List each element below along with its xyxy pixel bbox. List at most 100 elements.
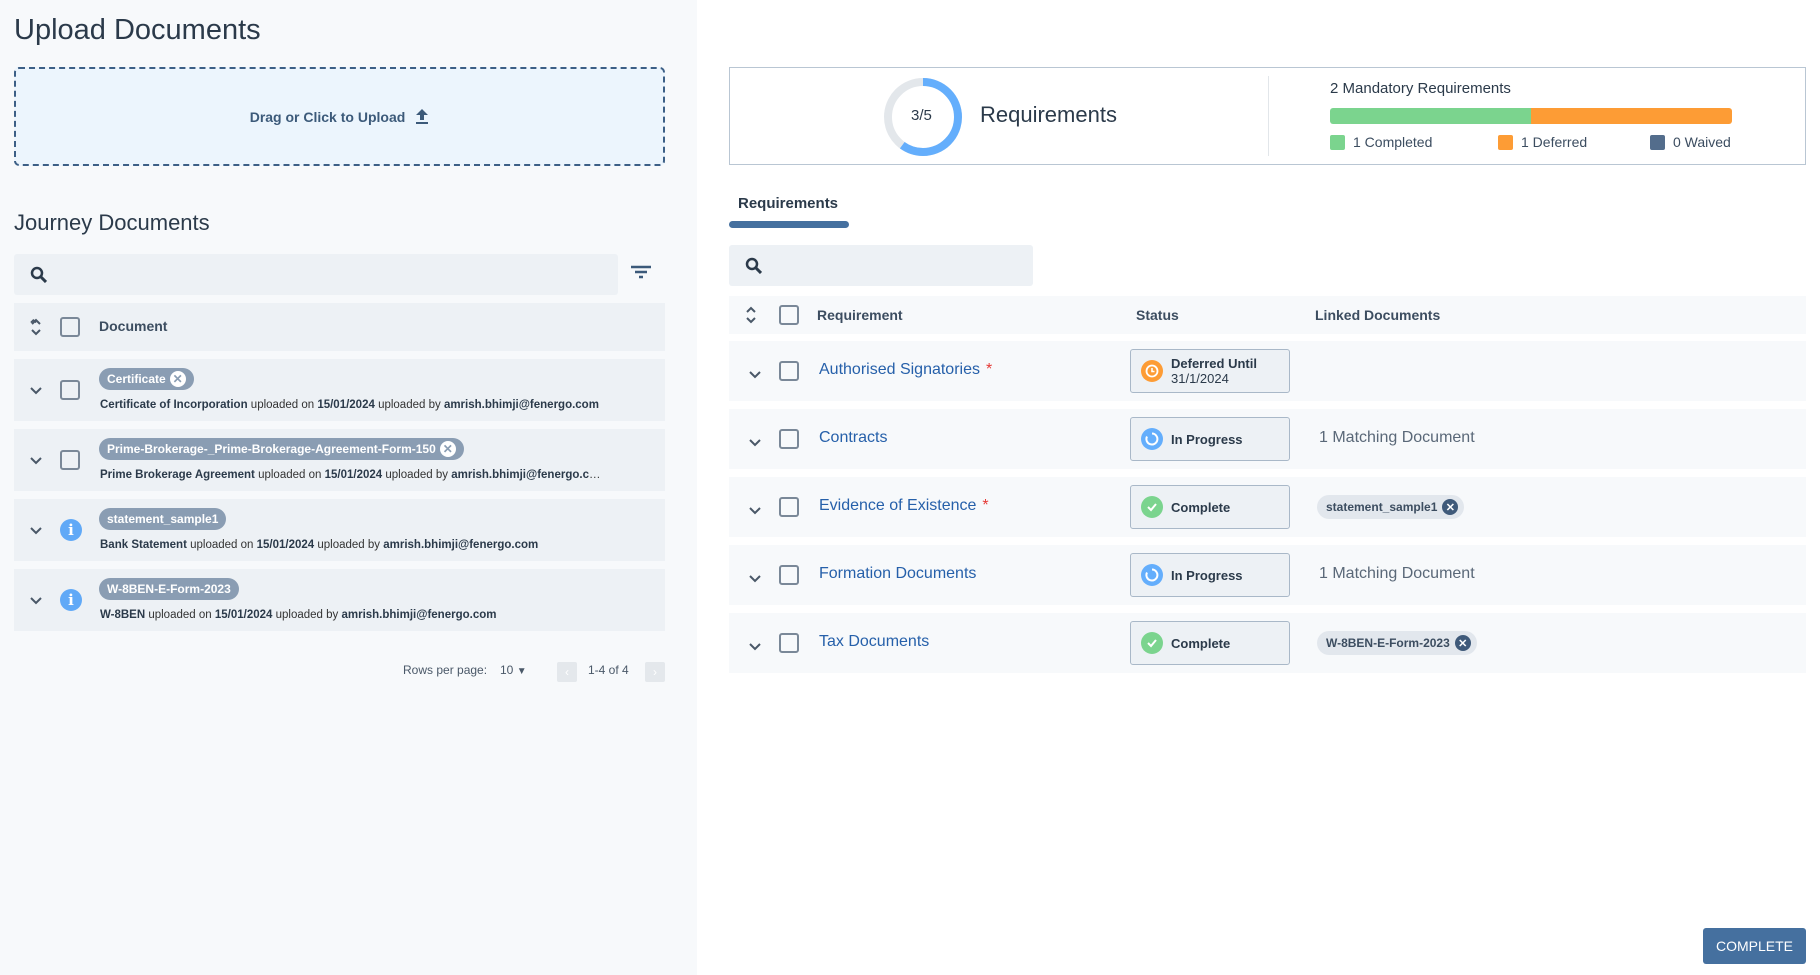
status-badge[interactable]: Complete xyxy=(1130,485,1290,529)
status-badge[interactable]: In Progress xyxy=(1130,553,1290,597)
requirement-name-link[interactable]: Authorised Signatories * xyxy=(819,361,993,378)
document-tag: Certificate ✕ xyxy=(99,368,194,390)
check-circle-icon xyxy=(1141,496,1163,518)
next-page-button[interactable]: › xyxy=(645,662,665,682)
requirement-name-link[interactable]: Formation Documents xyxy=(819,565,977,582)
unlink-icon[interactable]: ✕ xyxy=(1454,635,1471,651)
sort-icon[interactable] xyxy=(30,318,42,336)
upload-panel: Upload Documents Drag or Click to Upload… xyxy=(0,0,697,975)
row-checkbox[interactable] xyxy=(779,361,799,381)
document-row: i W-8BEN-E-Form-2023 W-8BEN uploaded on … xyxy=(14,569,665,631)
search-icon xyxy=(30,266,47,283)
unlink-icon[interactable]: ✕ xyxy=(1442,499,1459,515)
status-badge[interactable]: Complete xyxy=(1130,621,1290,665)
mandatory-count: 2 Mandatory Requirements xyxy=(1330,80,1511,97)
caret-down-icon: ▼ xyxy=(516,666,527,677)
progress-ring xyxy=(884,78,962,156)
info-icon: i xyxy=(60,519,82,541)
requirement-name-link[interactable]: Contracts xyxy=(819,429,888,446)
requirement-name-link[interactable]: Evidence of Existence * xyxy=(819,497,989,514)
select-all-checkbox[interactable] xyxy=(779,305,799,325)
clock-icon xyxy=(1141,360,1163,382)
mandatory-indicator: * xyxy=(982,497,989,514)
requirement-name-link[interactable]: Tax Documents xyxy=(819,633,930,650)
document-tag: W-8BEN-E-Form-2023 xyxy=(99,578,239,600)
document-description: Bank Statement uploaded on 15/01/2024 up… xyxy=(100,539,539,551)
rows-per-page-select[interactable]: 10 ▼ xyxy=(500,663,527,677)
prev-page-button[interactable]: ‹ xyxy=(557,662,577,682)
page-title: Upload Documents xyxy=(14,14,261,46)
deferred-segment xyxy=(1531,108,1732,124)
mandatory-indicator: * xyxy=(985,361,993,378)
active-tab-indicator xyxy=(729,221,849,228)
requirement-row: Formation Documents In Progress 1 Matchi… xyxy=(729,545,1806,605)
row-checkbox[interactable] xyxy=(60,450,80,470)
select-all-checkbox[interactable] xyxy=(60,317,80,337)
matching-documents-link[interactable]: 1 Matching Document xyxy=(1319,429,1475,446)
divider xyxy=(1268,76,1269,156)
linked-document-tag: statement_sample1 ✕ xyxy=(1317,495,1465,519)
row-checkbox[interactable] xyxy=(779,497,799,517)
expand-chevron-icon[interactable] xyxy=(749,571,761,586)
document-row: i statement_sample1 Bank Statement uploa… xyxy=(14,499,665,561)
search-icon xyxy=(745,257,762,274)
info-icon: i xyxy=(60,589,82,611)
document-row: Certificate ✕ Certificate of Incorporatio… xyxy=(14,359,665,421)
requirement-row: Tax Documents Complete W-8BEN-E-Form-202… xyxy=(729,613,1806,673)
document-tag: Prime-Brokerage-_Prime-Brokerage-Agreeme… xyxy=(99,438,464,460)
filter-icon[interactable] xyxy=(630,264,652,280)
journey-documents-title: Journey Documents xyxy=(14,210,210,235)
status-badge[interactable]: Deferred Until 31/1/2024 xyxy=(1130,349,1290,393)
expand-chevron-icon[interactable] xyxy=(749,435,761,450)
document-description: Certificate of Incorporation uploaded on… xyxy=(100,399,599,411)
rows-per-page-label: Rows per page: xyxy=(403,663,488,677)
rows-per-page-value: 10 xyxy=(500,663,514,677)
remove-tag-icon[interactable]: ✕ xyxy=(439,441,456,457)
column-status: Status xyxy=(1136,307,1179,323)
upload-icon xyxy=(416,108,429,124)
expand-chevron-icon[interactable] xyxy=(749,367,761,382)
expand-chevron-icon[interactable] xyxy=(30,453,42,468)
legend-deferred: 1 Deferred xyxy=(1498,134,1587,150)
in-progress-icon xyxy=(1141,564,1163,586)
requirements-summary: 3/5 Requirements 2 Mandatory Requirement… xyxy=(729,67,1806,165)
complete-button[interactable]: COMPLETE xyxy=(1703,928,1806,964)
requirement-row: Contracts In Progress 1 Matching Documen… xyxy=(729,409,1806,469)
row-checkbox[interactable] xyxy=(60,380,80,400)
column-linked-documents: Linked Documents xyxy=(1315,307,1441,323)
linked-document-tag: W-8BEN-E-Form-2023 ✕ xyxy=(1317,631,1477,655)
mandatory-progress-bar xyxy=(1330,108,1732,124)
completed-segment xyxy=(1330,108,1531,124)
sort-icon[interactable]: ⌃ xyxy=(28,317,39,332)
progress-count: 3/5 xyxy=(911,107,932,124)
expand-chevron-icon[interactable] xyxy=(749,503,761,518)
page-range: 1-4 of 4 xyxy=(588,663,629,677)
document-search-input[interactable] xyxy=(14,254,618,295)
matching-documents-link[interactable]: 1 Matching Document xyxy=(1319,565,1475,582)
column-document: Document xyxy=(99,318,168,334)
tab-requirements[interactable]: Requirements xyxy=(738,195,839,212)
status-badge[interactable]: In Progress xyxy=(1130,417,1290,461)
expand-chevron-icon[interactable] xyxy=(30,383,42,398)
row-checkbox[interactable] xyxy=(779,429,799,449)
check-circle-icon xyxy=(1141,632,1163,654)
row-checkbox[interactable] xyxy=(779,633,799,653)
document-description: W-8BEN uploaded on 15/01/2024 uploaded b… xyxy=(100,609,497,621)
requirement-search-input[interactable] xyxy=(729,245,1033,286)
expand-chevron-icon[interactable] xyxy=(749,639,761,654)
column-requirement: Requirement xyxy=(817,307,903,323)
in-progress-icon xyxy=(1141,428,1163,450)
expand-chevron-icon[interactable] xyxy=(30,593,42,608)
document-description: Prime Brokerage Agreement uploaded on 15… xyxy=(100,469,605,481)
legend-completed: 1 Completed xyxy=(1330,134,1432,150)
row-checkbox[interactable] xyxy=(779,565,799,585)
expand-chevron-icon[interactable] xyxy=(30,523,42,538)
requirement-row: Authorised Signatories * Deferred Until 31… xyxy=(729,341,1806,401)
documents-table-header: ⌃ Document xyxy=(14,303,665,351)
sort-icon[interactable] xyxy=(745,306,757,324)
requirement-row: Evidence of Existence * Complete statemen… xyxy=(729,477,1806,537)
document-tag: statement_sample1 xyxy=(99,508,227,530)
summary-label: Requirements xyxy=(980,102,1117,127)
upload-dropzone[interactable]: Drag or Click to Upload xyxy=(14,67,665,166)
remove-tag-icon[interactable]: ✕ xyxy=(169,371,186,387)
